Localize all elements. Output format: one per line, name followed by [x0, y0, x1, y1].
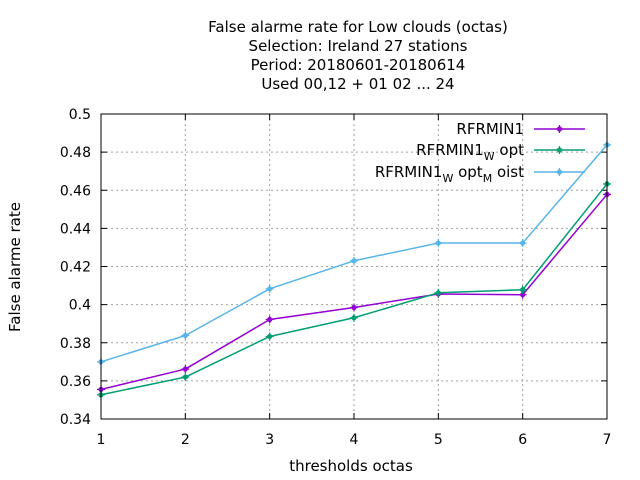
title-line-4: Used 00,12 + 01 02 ... 24	[261, 75, 454, 93]
legend-marker	[555, 125, 564, 133]
y-tick-label: 0.48	[60, 145, 91, 161]
legend-marker	[555, 146, 564, 154]
data-point	[350, 256, 358, 265]
data-point	[518, 239, 527, 248]
y-tick-label: 0.5	[69, 107, 91, 123]
y-axis-label: False alarme rate	[6, 202, 24, 332]
x-axis-label: thresholds octas	[289, 457, 413, 475]
grid	[100, 113, 608, 420]
x-tick-label: 5	[434, 432, 443, 448]
y-tick-label: 0.42	[60, 260, 91, 276]
title-line-2: Selection: Ireland 27 stations	[249, 37, 468, 55]
y-tick-label: 0.44	[60, 221, 91, 237]
x-tick-label: 3	[265, 432, 274, 448]
y-tick-label: 0.36	[60, 374, 91, 390]
series-3	[97, 140, 611, 366]
data-point	[350, 303, 358, 312]
y-tick-label: 0.4	[69, 298, 91, 314]
data-point	[350, 313, 358, 322]
data-point	[518, 285, 527, 294]
x-tick-label: 1	[97, 432, 106, 448]
plot-border	[100, 113, 608, 420]
x-tick-label: 6	[518, 432, 527, 448]
legend-entry-3: RFRMIN1W optM oist	[375, 163, 585, 185]
title-line-1: False alarme rate for Low clouds (octas)	[208, 18, 508, 36]
data-point	[181, 331, 190, 340]
data-point	[265, 315, 274, 324]
legend-marker	[555, 168, 564, 176]
data-point	[265, 332, 274, 341]
legend-label: RFRMIN1	[456, 120, 524, 138]
legend-entry-2: RFRMIN1W opt	[416, 141, 585, 163]
y-tick-label: 0.46	[60, 183, 91, 199]
chart-title: False alarme rate for Low clouds (octas)…	[208, 18, 508, 93]
data-point	[181, 365, 190, 374]
series	[97, 140, 611, 399]
legend-entry-1: RFRMIN1	[456, 120, 585, 138]
data-point	[434, 288, 443, 297]
legend-label: RFRMIN1W opt	[416, 141, 524, 163]
y-tick-label: 0.34	[60, 412, 91, 428]
x-tick-label: 4	[350, 432, 359, 448]
legend-label: RFRMIN1W optM oist	[375, 163, 524, 185]
data-point	[181, 373, 190, 382]
title-line-3: Period: 20180601-20180614	[251, 56, 466, 74]
y-axis-ticks: 0.34 0.36 0.38 0.4 0.42 0.44 0.46 0.48 0.5	[60, 107, 607, 428]
x-tick-label: 2	[181, 432, 190, 448]
data-point	[434, 239, 443, 248]
x-tick-label: 7	[603, 432, 612, 448]
y-tick-label: 0.38	[60, 336, 91, 352]
data-point	[265, 284, 274, 293]
